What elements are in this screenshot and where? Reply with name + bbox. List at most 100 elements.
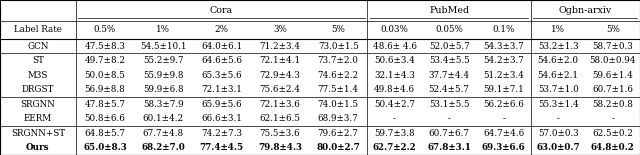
Text: 47.8±5.7: 47.8±5.7 — [84, 100, 125, 109]
Text: 0.1%: 0.1% — [493, 25, 515, 34]
Text: 2%: 2% — [214, 25, 228, 34]
Text: 60.7±6.7: 60.7±6.7 — [429, 129, 470, 138]
Text: 53.2±1.3: 53.2±1.3 — [538, 42, 579, 51]
Text: Cora: Cora — [210, 6, 233, 15]
Text: 65.0±8.3: 65.0±8.3 — [83, 143, 127, 152]
Text: 69.3±6.6: 69.3±6.6 — [482, 143, 525, 152]
Text: 58.3±7.9: 58.3±7.9 — [143, 100, 184, 109]
Text: 62.5±0.2: 62.5±0.2 — [592, 129, 633, 138]
Text: 3%: 3% — [273, 25, 287, 34]
Text: SRGNN: SRGNN — [20, 100, 55, 109]
Text: 47.5±8.3: 47.5±8.3 — [84, 42, 125, 51]
Text: 50.0±8.5: 50.0±8.5 — [84, 71, 125, 80]
Text: 52.4±5.7: 52.4±5.7 — [429, 85, 470, 94]
Text: -: - — [447, 114, 451, 123]
Text: 64.8±5.7: 64.8±5.7 — [84, 129, 125, 138]
Text: 74.0±1.5: 74.0±1.5 — [317, 100, 358, 109]
Text: 50.6±3.4: 50.6±3.4 — [374, 56, 415, 65]
Text: 79.8±4.3: 79.8±4.3 — [258, 143, 302, 152]
Text: 74.2±7.3: 74.2±7.3 — [201, 129, 242, 138]
Text: 55.9±9.8: 55.9±9.8 — [143, 71, 184, 80]
Text: 32.1±4.3: 32.1±4.3 — [374, 71, 415, 80]
Text: Ogbn-arxiv: Ogbn-arxiv — [559, 6, 612, 15]
Text: 54.6±2.0: 54.6±2.0 — [538, 56, 579, 65]
Text: 65.9±5.6: 65.9±5.6 — [201, 100, 242, 109]
Text: GCN: GCN — [27, 42, 49, 51]
Text: -: - — [393, 114, 396, 123]
Text: 37.7±4.4: 37.7±4.4 — [429, 71, 470, 80]
Text: 77.5±1.4: 77.5±1.4 — [317, 85, 358, 94]
Text: 49.8±4.6: 49.8±4.6 — [374, 85, 415, 94]
Text: 63.0±0.7: 63.0±0.7 — [536, 143, 580, 152]
Text: 66.6±3.1: 66.6±3.1 — [201, 114, 242, 123]
Text: 77.4±4.5: 77.4±4.5 — [200, 143, 244, 152]
Text: 67.7±4.8: 67.7±4.8 — [143, 129, 184, 138]
Text: 53.1±5.5: 53.1±5.5 — [429, 100, 469, 109]
Text: 65.3±5.6: 65.3±5.6 — [201, 71, 242, 80]
Text: 56.9±8.8: 56.9±8.8 — [84, 85, 125, 94]
Text: 62.1±6.5: 62.1±6.5 — [259, 114, 300, 123]
Text: 58.2±0.8: 58.2±0.8 — [592, 100, 633, 109]
Text: 56.2±6.6: 56.2±6.6 — [483, 100, 524, 109]
Text: 54.3±3.7: 54.3±3.7 — [483, 42, 524, 51]
Text: 62.7±2.2: 62.7±2.2 — [372, 143, 417, 152]
Text: 80.0±2.7: 80.0±2.7 — [316, 143, 360, 152]
Text: 60.7±1.6: 60.7±1.6 — [592, 85, 633, 94]
Text: Ours: Ours — [26, 143, 50, 152]
Text: 53.7±1.0: 53.7±1.0 — [538, 85, 579, 94]
Text: Label Rate: Label Rate — [14, 25, 62, 34]
Text: 64.7±4.6: 64.7±4.6 — [483, 129, 524, 138]
Text: 58.0±0.94: 58.0±0.94 — [589, 56, 636, 65]
Text: 1%: 1% — [551, 25, 565, 34]
Text: EERM: EERM — [24, 114, 52, 123]
Text: PubMed: PubMed — [429, 6, 469, 15]
Text: -: - — [557, 114, 560, 123]
Text: DRGST: DRGST — [22, 85, 54, 94]
Text: 54.6±2.1: 54.6±2.1 — [538, 71, 579, 80]
Text: 73.0±1.5: 73.0±1.5 — [318, 42, 358, 51]
Text: 52.0±5.7: 52.0±5.7 — [429, 42, 470, 51]
Text: 49.7±8.2: 49.7±8.2 — [84, 56, 125, 65]
Text: 59.7±3.8: 59.7±3.8 — [374, 129, 415, 138]
Text: 64.6±5.6: 64.6±5.6 — [201, 56, 242, 65]
Text: -: - — [611, 114, 614, 123]
Text: 60.1±4.2: 60.1±4.2 — [143, 114, 184, 123]
Text: 5%: 5% — [332, 25, 345, 34]
Text: 71.2±3.4: 71.2±3.4 — [259, 42, 300, 51]
Text: 55.3±1.4: 55.3±1.4 — [538, 100, 579, 109]
Text: 51.2±3.4: 51.2±3.4 — [483, 71, 524, 80]
Text: 73.7±2.0: 73.7±2.0 — [317, 56, 358, 65]
Text: 1%: 1% — [156, 25, 170, 34]
Text: 55.2±9.7: 55.2±9.7 — [143, 56, 184, 65]
Text: 57.0±0.3: 57.0±0.3 — [538, 129, 579, 138]
Text: 75.6±2.4: 75.6±2.4 — [259, 85, 300, 94]
Text: 5%: 5% — [606, 25, 620, 34]
Text: 50.4±2.7: 50.4±2.7 — [374, 100, 415, 109]
Text: 74.6±2.2: 74.6±2.2 — [317, 71, 359, 80]
Text: 59.1±7.1: 59.1±7.1 — [483, 85, 524, 94]
Text: 48.6± 4.6: 48.6± 4.6 — [372, 42, 417, 51]
Text: SRGNN+ST: SRGNN+ST — [11, 129, 65, 138]
Text: 68.9±3.7: 68.9±3.7 — [318, 114, 358, 123]
Text: -: - — [502, 114, 505, 123]
Text: 54.2±3.7: 54.2±3.7 — [483, 56, 524, 65]
Text: 75.5±3.6: 75.5±3.6 — [260, 129, 300, 138]
Text: 72.1±4.1: 72.1±4.1 — [259, 56, 300, 65]
Text: 0.05%: 0.05% — [435, 25, 463, 34]
Text: 53.4±5.5: 53.4±5.5 — [429, 56, 470, 65]
Text: ST: ST — [32, 56, 44, 65]
Text: 64.0±6.1: 64.0±6.1 — [201, 42, 242, 51]
Text: 67.8±3.1: 67.8±3.1 — [427, 143, 471, 152]
Text: 59.9±6.8: 59.9±6.8 — [143, 85, 184, 94]
Text: 72.1±3.1: 72.1±3.1 — [201, 85, 242, 94]
Text: 50.8±6.6: 50.8±6.6 — [84, 114, 125, 123]
Text: 0.03%: 0.03% — [381, 25, 408, 34]
Text: 59.6±1.4: 59.6±1.4 — [592, 71, 633, 80]
Text: 72.9±4.3: 72.9±4.3 — [259, 71, 300, 80]
Text: 58.7±0.3: 58.7±0.3 — [593, 42, 633, 51]
Text: 64.8±0.2: 64.8±0.2 — [591, 143, 635, 152]
Text: 0.5%: 0.5% — [94, 25, 116, 34]
Text: 72.1±3.6: 72.1±3.6 — [259, 100, 300, 109]
Text: M3S: M3S — [28, 71, 48, 80]
Text: 79.6±2.7: 79.6±2.7 — [317, 129, 358, 138]
